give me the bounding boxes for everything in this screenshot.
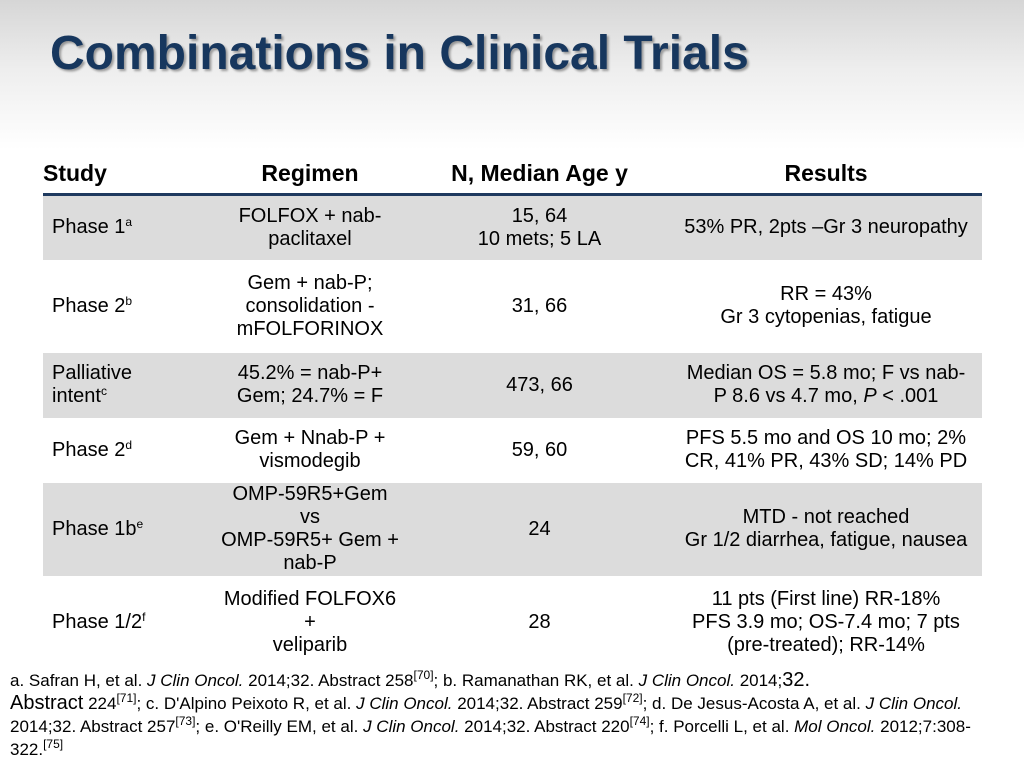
table-row: Palliative intentc 45.2% = nab-P+ Gem; 24.… (43, 352, 982, 418)
study-cell: Phase 1be (43, 482, 211, 576)
table-row: Phase 1a FOLFOX + nab-paclitaxel 15, 64 1… (43, 194, 982, 260)
table-header-row: Study Regimen N, Median Age y Results (43, 153, 982, 196)
study-cell: Phase 2b (52, 293, 133, 317)
results-cell: PFS 5.5 mo and OS 10 mo; 2% CR, 41% PR, 4… (684, 427, 968, 472)
results-cell: Median OS = 5.8 mo; F vs nab- P 8.6 vs 4.… (670, 352, 982, 418)
regimen-cell: OMP-59R5+Gem vs OMP-59R5+ Gem + nab-P (211, 482, 409, 576)
table-row: Phase 2b Gem + nab-P; consolidation - mFOL… (43, 260, 982, 353)
results-cell: MTD - not reached Gr 1/2 diarrhea, fatigu… (670, 482, 982, 576)
n-age-cell: 28 (528, 610, 551, 633)
results-cell: 53% PR, 2pts –Gr 3 neuropathy (670, 194, 982, 260)
references-footnote: a. Safran H, et al. J Clin Oncol. 2014;3… (10, 668, 971, 759)
study-cell: Phase 1a (43, 194, 211, 260)
clinical-trials-table: Study Regimen N, Median Age y Results Ph… (43, 153, 982, 669)
results-cell: 11 pts (First line) RR-18% PFS 3.9 mo; OS… (692, 587, 960, 656)
regimen-cell: 45.2% = nab-P+ Gem; 24.7% = F (211, 352, 409, 418)
regimen-cell: Modified FOLFOX6 + veliparib (223, 587, 397, 656)
n-age-cell: 24 (409, 482, 670, 576)
n-age-cell: 59, 60 (511, 438, 568, 461)
table-row: Phase 1/2f Modified FOLFOX6 + veliparib 2… (43, 576, 982, 669)
n-age-cell: 473, 66 (409, 352, 670, 418)
study-cell: Phase 2d (52, 437, 133, 461)
header-n-median-age: N, Median Age y (409, 153, 670, 196)
results-cell: RR = 43% Gr 3 cytopenias, fatigue (720, 283, 932, 328)
header-results: Results (670, 153, 982, 196)
study-cell: Palliative intentc (43, 352, 211, 418)
header-study: Study (43, 153, 211, 196)
table-row: Phase 2d Gem + Nnab-P + vismodegib 59, 60… (43, 418, 982, 483)
n-age-cell: 31, 66 (511, 294, 568, 317)
header-regimen: Regimen (211, 153, 409, 196)
regimen-cell: FOLFOX + nab-paclitaxel (211, 194, 409, 260)
n-age-cell: 15, 64 10 mets; 5 LA (409, 194, 670, 260)
study-cell: Phase 1/2f (52, 609, 146, 633)
regimen-cell: Gem + nab-P; consolidation - mFOLFORINOX (236, 271, 384, 340)
slide-title: Combinations in Clinical Trials (50, 27, 749, 80)
table-row: Phase 1be OMP-59R5+Gem vs OMP-59R5+ Gem +… (43, 482, 982, 576)
regimen-cell: Gem + Nnab-P + vismodegib (234, 427, 386, 472)
